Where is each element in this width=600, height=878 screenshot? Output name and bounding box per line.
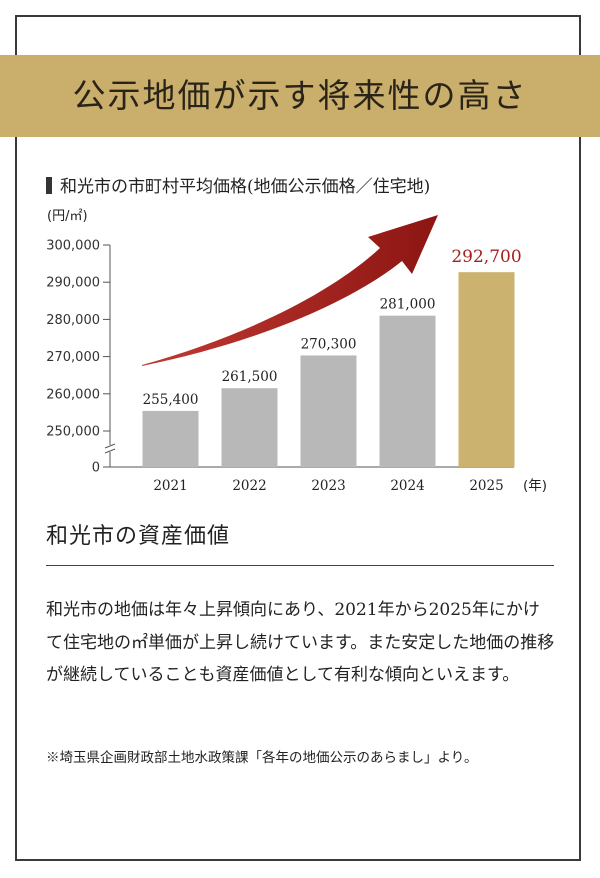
y-axis-label: (円/㎡): [47, 209, 88, 224]
y-tick-label: 250,000: [46, 425, 100, 440]
y-tick-label: 290,000: [46, 276, 100, 291]
banner-title: 公示地価が示す将来性の高さ: [72, 76, 528, 115]
page-frame: [15, 15, 581, 861]
bar-2021: [142, 410, 199, 467]
data-label-2024: 281,000: [380, 297, 436, 313]
y-tick-label: 270,000: [46, 350, 100, 365]
bar-2022: [221, 388, 278, 467]
body-paragraph: 和光市の地価は年々上昇傾向にあり、2021年から2025年にかけて住宅地の㎡単価…: [46, 600, 555, 685]
source-note: ※埼玉県企画財政部土地水政策課「各年の地価公示のあらまし」より。: [46, 750, 478, 766]
data-label-2022: 261,500: [222, 369, 278, 385]
bar-2024: [379, 315, 436, 467]
x-tick-label: 2021: [153, 478, 187, 494]
data-label-2025: 292,700: [451, 247, 521, 267]
title-banner: [0, 55, 600, 137]
axis-break-gap: [106, 445, 114, 452]
y-tick-label: 260,000: [46, 387, 100, 402]
chart-heading: 和光市の市町村平均価格(地価公示価格／住宅地): [46, 172, 430, 197]
bar-2023: [300, 355, 357, 467]
section-divider: [46, 565, 554, 566]
x-tick-label: 2022: [232, 478, 266, 494]
section-title: 和光市の資産価値: [46, 524, 231, 549]
y-tick-label: 280,000: [46, 313, 100, 328]
data-label-2021: 255,400: [143, 392, 199, 408]
x-tick-label: 2025: [469, 478, 503, 494]
x-tick-label: 2024: [390, 478, 424, 494]
data-label-2023: 270,300: [301, 336, 357, 352]
x-axis-label: (年): [523, 478, 547, 494]
axis-break-mark: [104, 448, 116, 454]
y-tick-label: 0: [92, 461, 100, 476]
heading-marker: [46, 177, 52, 194]
chart-heading-text: 和光市の市町村平均価格(地価公示価格／住宅地): [60, 177, 431, 197]
x-tick-label: 2023: [311, 478, 345, 494]
bar-chart: (円/㎡) 0 250,000 260,000 270,000 280,000 290,00…: [46, 209, 547, 494]
y-tick-label: 300,000: [46, 239, 100, 254]
axis-break-mark: [104, 443, 116, 449]
bar-2025: [458, 272, 515, 467]
trend-arrow: [142, 215, 438, 366]
